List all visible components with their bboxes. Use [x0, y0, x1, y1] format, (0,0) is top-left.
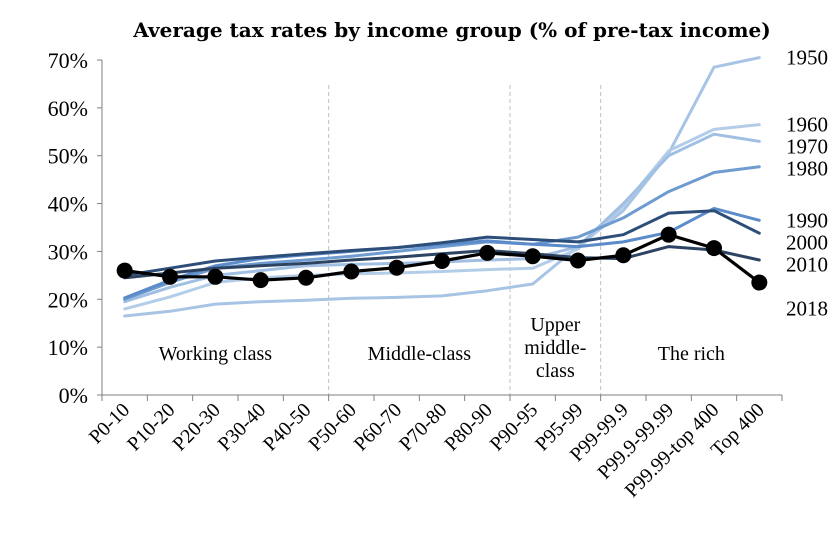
- series-label-1950: 1950: [786, 46, 828, 70]
- series-marker-2018: [751, 274, 768, 291]
- series-marker-2018: [524, 248, 541, 265]
- x-tick-label: P50-60: [304, 399, 360, 455]
- plot-area: [328, 85, 602, 395]
- y-tick-label: 70%: [48, 48, 88, 73]
- x-tick-label: P90-95: [486, 399, 542, 455]
- series-lines: [116, 56, 768, 318]
- series-marker-2018: [706, 240, 722, 257]
- y-tick-label: 0%: [59, 383, 88, 408]
- series-marker-2018: [615, 247, 632, 264]
- y-tick-label: 50%: [48, 144, 88, 169]
- series-marker-2018: [479, 244, 496, 261]
- series-marker-2018: [434, 253, 450, 269]
- y-tick-label: 20%: [48, 287, 88, 312]
- x-tick-label: P10-20: [123, 399, 179, 455]
- y-tick-label: 40%: [48, 192, 88, 217]
- x-tick-label: P70-80: [395, 399, 451, 455]
- x-axis: P0-10P10-20P20-30P30-40P40-50P50-60P60-7…: [85, 394, 783, 502]
- series-label-1990: 1990: [786, 208, 828, 232]
- y-tick-label: 30%: [48, 239, 88, 264]
- group-label: Working class: [159, 343, 273, 365]
- series-marker-2018: [660, 226, 677, 243]
- series-line-2000: [123, 209, 761, 277]
- x-tick-label: P40-50: [259, 399, 315, 455]
- series-label-2018: 2018: [786, 296, 828, 320]
- series-marker-2018: [162, 268, 178, 285]
- series-label-2010: 2010: [786, 252, 828, 276]
- series-marker-2018: [570, 252, 586, 269]
- group-label: class: [536, 360, 575, 382]
- x-tick-label: P20-30: [168, 399, 224, 455]
- series-marker-2018: [388, 259, 405, 276]
- series-label-1970: 1970: [786, 135, 828, 159]
- y-axis: 0% 10% 20% 30% 40% 50% 60% 70%: [48, 48, 103, 408]
- x-tick-label: P30-40: [214, 399, 270, 455]
- series-label-1980: 1980: [786, 157, 828, 181]
- series-marker-2018: [252, 272, 269, 289]
- series-label-1960: 1960: [786, 113, 828, 137]
- y-tick-label: 10%: [48, 335, 88, 360]
- x-tick-label: P60-70: [350, 399, 406, 455]
- group-label: middle-: [524, 337, 586, 359]
- group-label: Upper: [530, 314, 580, 336]
- series-line-1960: [123, 123, 761, 311]
- group-label: Middle-class: [368, 343, 472, 365]
- x-tick-label: P80-90: [440, 399, 496, 455]
- y-tick-label: 60%: [48, 96, 88, 121]
- series-marker-2018: [207, 268, 224, 285]
- chart-title: Average tax rates by income group (% of …: [132, 18, 770, 42]
- series-marker-2018: [298, 269, 314, 286]
- series-marker-2018: [343, 263, 360, 280]
- series-label-2000: 2000: [786, 230, 828, 254]
- group-annotations: Working class Middle-class Uppermiddle-cla…: [159, 314, 725, 382]
- series-marker-2018: [116, 262, 133, 279]
- group-label: The rich: [658, 343, 725, 365]
